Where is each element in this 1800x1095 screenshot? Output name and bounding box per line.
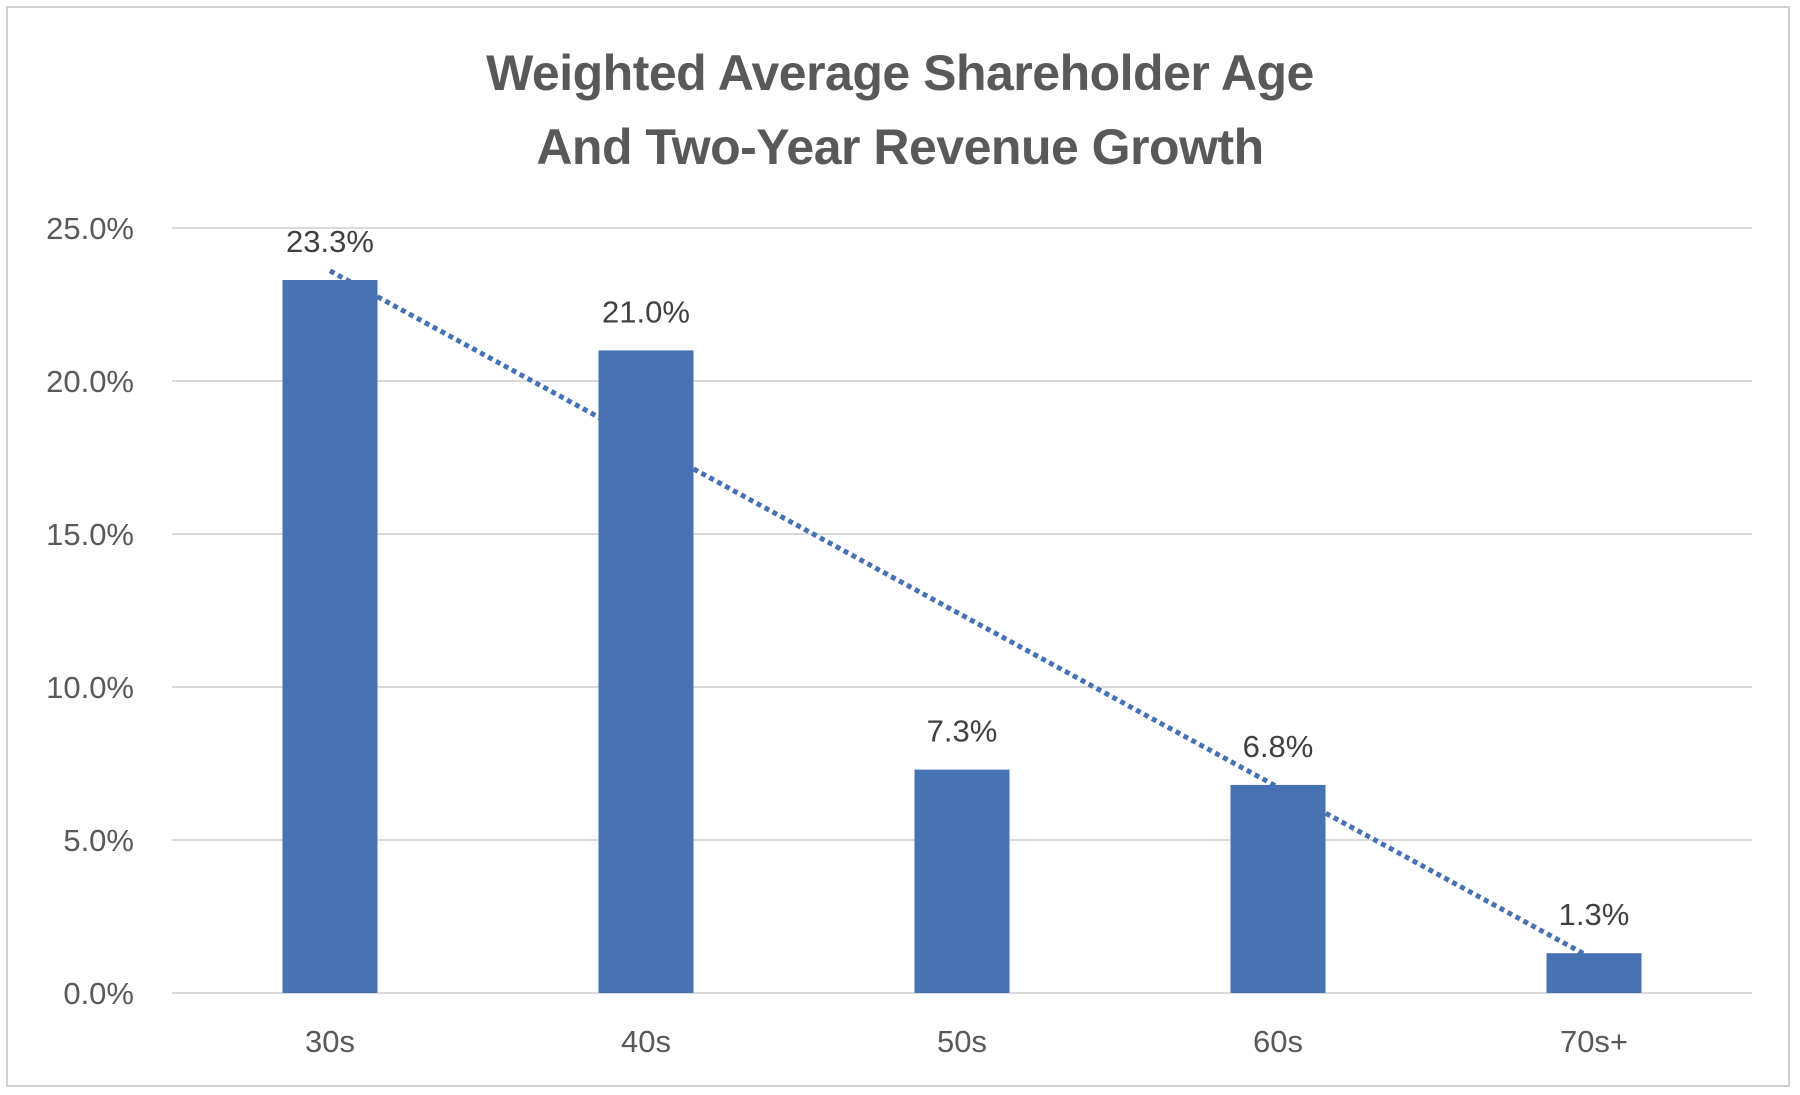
trendline: [328, 268, 1596, 962]
y-tick-label: 5.0%: [63, 823, 134, 858]
bar: [1546, 953, 1642, 993]
x-tick-label: 30s: [305, 1024, 355, 1059]
bar: [1230, 784, 1326, 993]
y-tick-label: 20.0%: [46, 364, 134, 399]
data-label: 6.8%: [1243, 729, 1314, 764]
y-tick-label: 25.0%: [46, 211, 134, 246]
y-axis-ticks: 0.0% 5.0% 10.0% 15.0% 20.0% 25.0%: [46, 211, 134, 1011]
bar: [914, 769, 1010, 993]
y-tick-label: 15.0%: [46, 517, 134, 552]
data-label: 1.3%: [1559, 897, 1630, 932]
bar: [282, 280, 378, 993]
bar: [598, 350, 694, 993]
x-tick-label: 40s: [621, 1024, 671, 1059]
x-tick-label: 70s+: [1560, 1024, 1628, 1059]
chart-title-line-1: Weighted Average Shareholder Age: [486, 45, 1314, 101]
y-tick-label: 10.0%: [46, 670, 134, 705]
x-tick-label: 50s: [937, 1024, 987, 1059]
trendline-group: [328, 268, 1596, 962]
data-label: 21.0%: [602, 294, 690, 329]
x-axis-ticks: 30s 40s 50s 60s 70s+: [305, 1024, 1628, 1059]
bars: [282, 280, 1642, 993]
data-label: 23.3%: [286, 224, 374, 259]
data-label: 7.3%: [927, 714, 998, 749]
chart-title-line-2: And Two-Year Revenue Growth: [536, 119, 1264, 175]
x-tick-label: 60s: [1253, 1024, 1303, 1059]
data-labels: 23.3% 21.0% 7.3% 6.8% 1.3%: [286, 224, 1629, 932]
y-tick-label: 0.0%: [63, 976, 134, 1011]
